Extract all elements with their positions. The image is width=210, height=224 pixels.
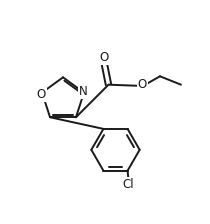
Text: O: O xyxy=(100,51,109,64)
Text: O: O xyxy=(36,88,46,101)
Text: O: O xyxy=(138,78,147,91)
Text: Cl: Cl xyxy=(123,178,134,191)
Text: N: N xyxy=(79,85,87,98)
